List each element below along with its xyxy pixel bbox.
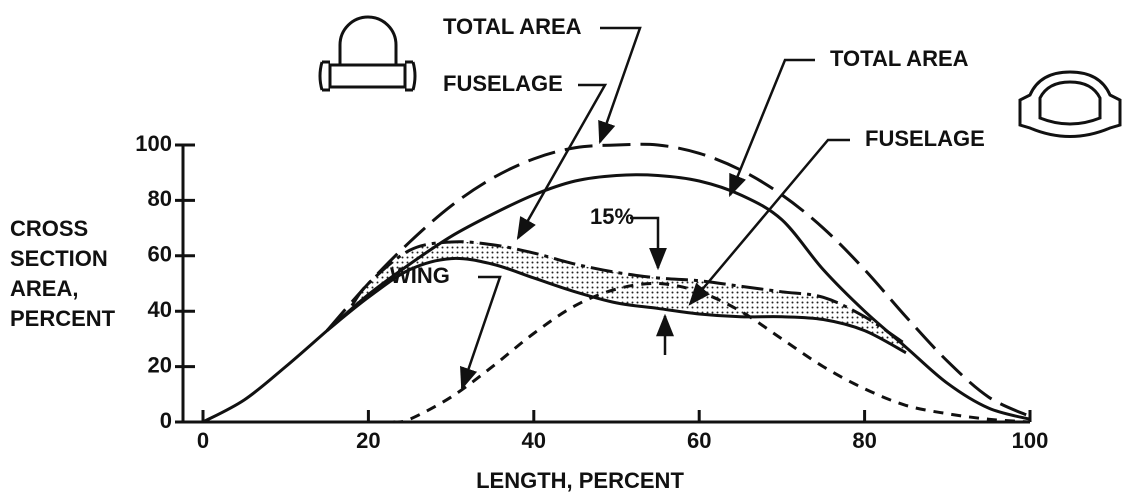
leader	[598, 26, 642, 145]
y-axis-label: PERCENT	[10, 306, 116, 331]
y-tick-label: 20	[148, 352, 172, 377]
y-tick-label: 80	[148, 186, 172, 211]
icon-left	[318, 15, 417, 92]
y-tick-label: 60	[148, 242, 172, 267]
leader	[728, 58, 815, 198]
line	[350, 240, 907, 346]
y-axis-label: AREA,	[10, 276, 78, 301]
series-label: WING	[390, 263, 450, 288]
line	[326, 256, 907, 355]
y-axis-label: CROSS	[10, 216, 88, 241]
series-label: FUSELAGE	[443, 71, 563, 96]
series-label: TOTAL AREA	[443, 14, 582, 39]
x-tick-label: 100	[1012, 428, 1049, 453]
leader	[460, 275, 502, 391]
x-axis-label: LENGTH, PERCENT	[476, 468, 684, 493]
leader	[688, 138, 850, 306]
y-tick-label: 40	[148, 297, 172, 322]
x-tick-label: 80	[852, 428, 876, 453]
plot: 0 20 40 60 80 100 0 20 40 60 80 100 LENGTH, PERCENT C…	[10, 131, 1048, 493]
series-label: TOTAL AREA	[830, 46, 969, 71]
y-tick-label: 0	[160, 408, 172, 433]
line	[325, 142, 1031, 418]
icon-right	[1018, 70, 1122, 138]
leader	[516, 83, 608, 240]
fuselage-band	[327, 241, 906, 353]
x-tick-label: 60	[687, 428, 711, 453]
annotation: 15%	[590, 204, 634, 229]
x-tick-label: 0	[197, 428, 209, 453]
x-tick-label: 40	[522, 428, 546, 453]
series-label: FUSELAGE	[865, 126, 985, 151]
x-tick-label: 20	[356, 428, 380, 453]
y-axis-label: SECTION	[10, 246, 108, 271]
dimension	[630, 216, 674, 355]
y-tick-label: 100	[135, 131, 172, 156]
